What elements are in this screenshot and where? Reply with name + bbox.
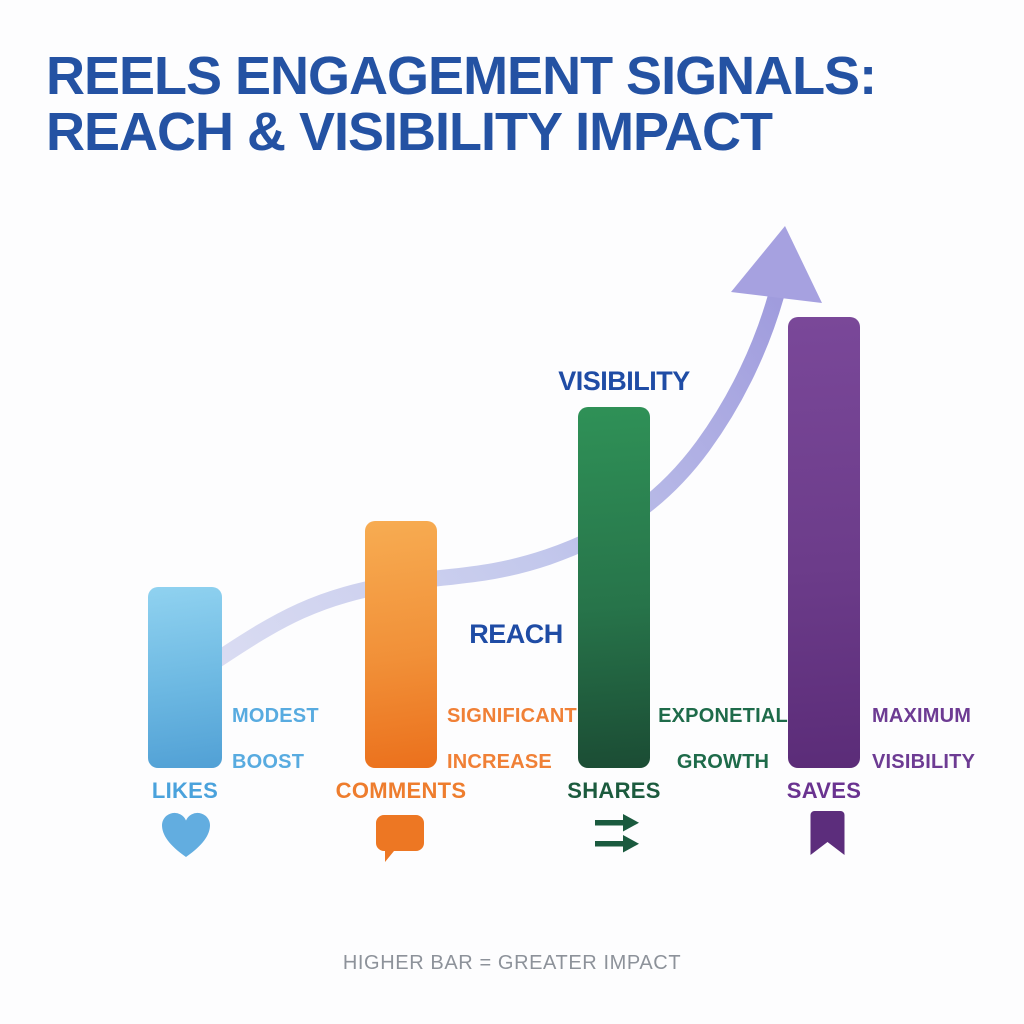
annotation-comments-line1: SIGNIFICANT xyxy=(447,705,577,727)
trend-curve xyxy=(206,288,784,670)
annotation-shares-line1: EXPONETIAL xyxy=(658,705,788,727)
annotation-shares: EXPONETIAL GROWTH xyxy=(643,705,803,774)
bar-saves xyxy=(788,317,860,768)
page-title: REELS ENGAGEMENT SIGNALS: REACH & VISIBI… xyxy=(46,48,946,160)
title-line-2: REACH & VISIBILITY IMPACT xyxy=(46,102,773,163)
bar-comments xyxy=(365,521,437,768)
annotation-comments-line2: INCREASE xyxy=(447,751,552,773)
bar-label-comments: COMMENTS xyxy=(335,778,467,803)
bookmark-icon xyxy=(810,811,845,855)
legend-note: HIGHER BAR = GREATER IMPACT xyxy=(342,952,682,974)
bar-label-likes: LIKES xyxy=(151,778,219,803)
bar-label-shares: SHARES xyxy=(567,778,661,803)
bar-shares xyxy=(578,407,650,768)
annotation-shares-line2: GROWTH xyxy=(676,751,770,773)
speech-bubble-icon xyxy=(376,815,424,862)
bar-likes xyxy=(148,587,222,768)
annotation-likes: MODEST BOOST xyxy=(232,705,319,774)
bar-label-saves: SAVES xyxy=(786,778,862,803)
visibility-label: VISIBILITY xyxy=(558,366,690,396)
heart-icon xyxy=(162,812,210,857)
arrowhead-icon xyxy=(731,226,822,303)
annotation-saves-line2: VISIBILITY xyxy=(872,751,976,773)
title-line-1: REELS ENGAGEMENT SIGNALS: xyxy=(46,46,877,106)
annotation-likes-line2: BOOST xyxy=(232,751,305,773)
annotation-likes-line1: MODEST xyxy=(232,705,319,727)
annotation-saves: MAXIMUM VISIBILITY xyxy=(872,705,975,774)
annotation-comments: SIGNIFICANT INCREASE xyxy=(447,705,577,774)
reach-label: REACH xyxy=(469,619,563,649)
double-arrow-right-icon xyxy=(595,814,639,853)
annotation-saves-line1: MAXIMUM xyxy=(872,705,972,727)
